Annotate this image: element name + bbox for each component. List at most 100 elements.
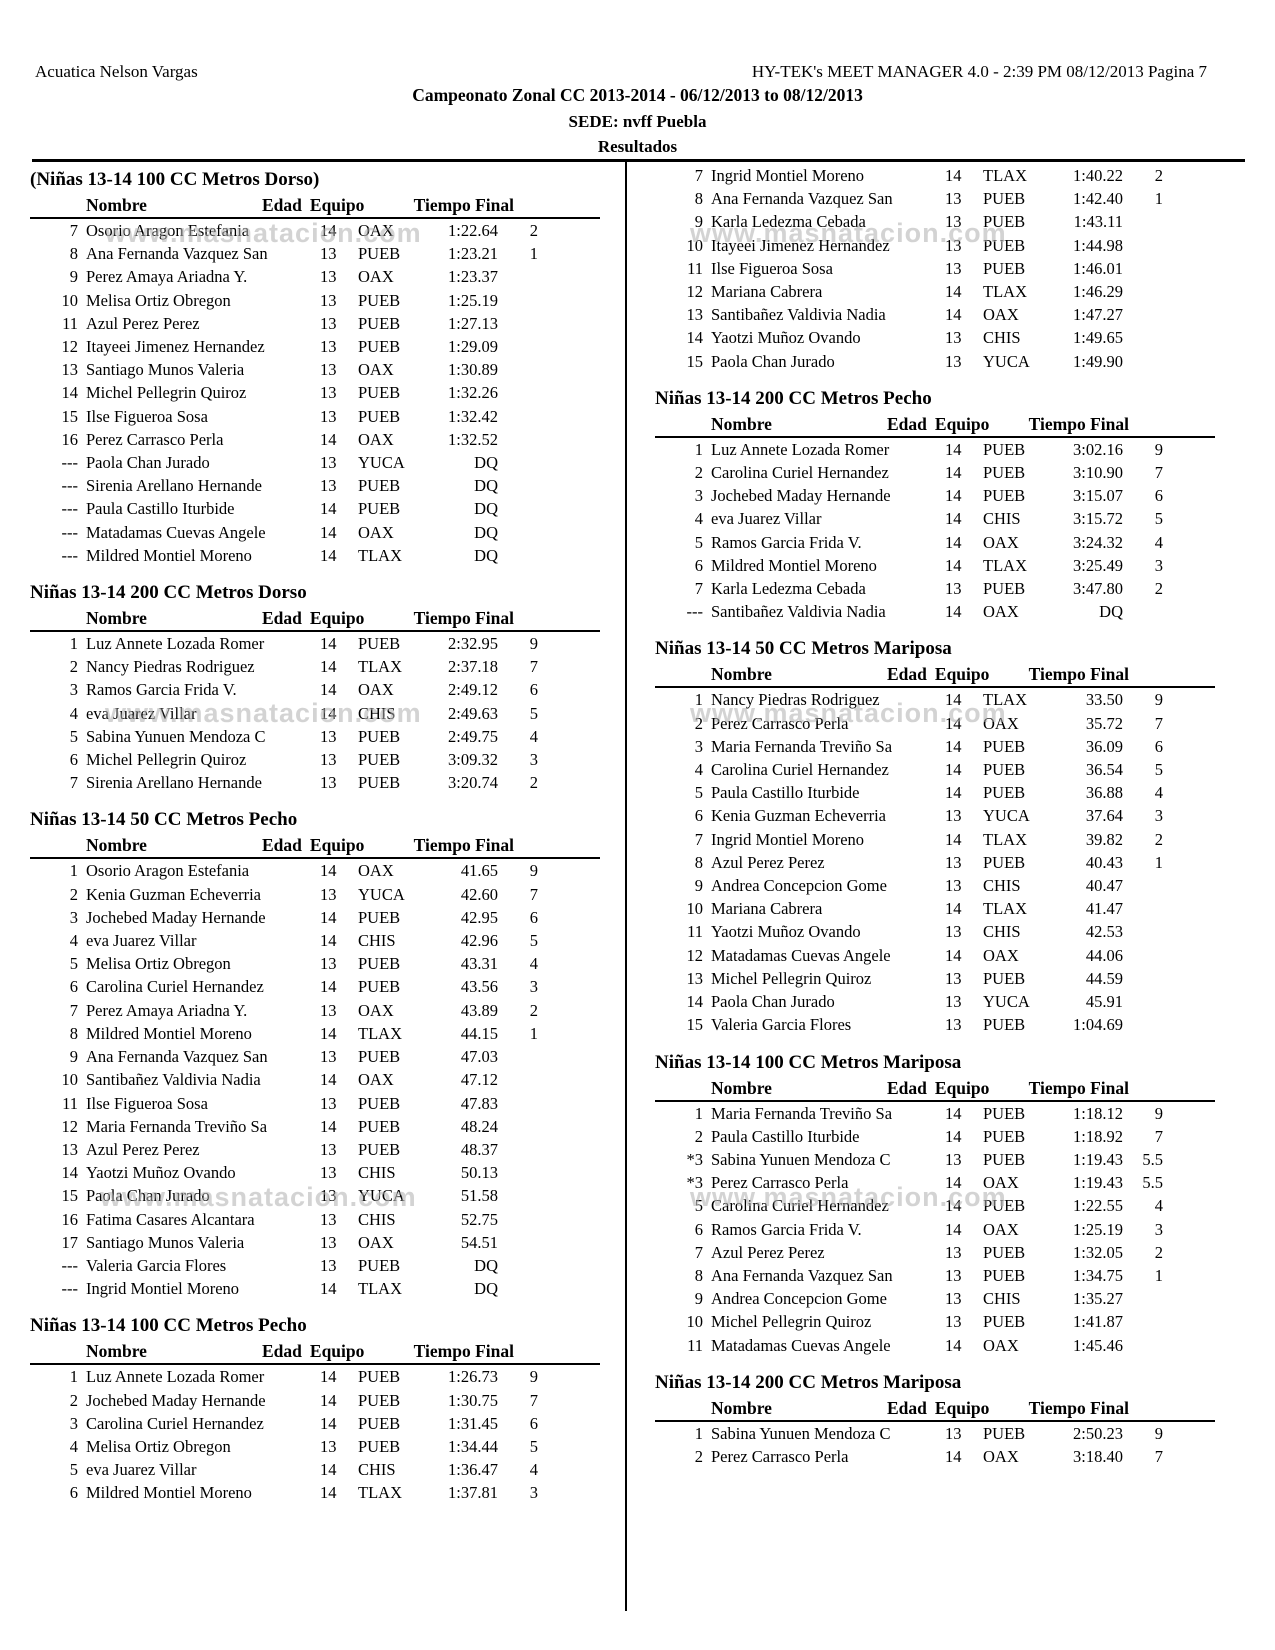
rank-cell: 12 — [686, 282, 704, 302]
time-cell: 1:22.64 — [448, 221, 498, 240]
points-cell — [498, 312, 538, 335]
name-cell: Carolina Curiel Hernandez — [86, 1413, 264, 1433]
team-cell: PUEB — [358, 773, 401, 793]
name-cell: Perez Amaya Ariadna Y. — [86, 267, 248, 287]
points-cell: 5 — [529, 931, 538, 951]
name-cell: Kenia Guzman Echeverria — [86, 884, 261, 904]
time-cell: 42.60 — [460, 884, 498, 904]
rank-cell: 16 — [61, 429, 79, 449]
name-cell: Itayeei Jimenez Hernandez — [86, 337, 265, 357]
age-cell: 13 — [945, 258, 962, 278]
rank-cell: 8 — [69, 244, 78, 264]
meet-title: Campeonato Zonal CC 2013-2014 - 06/12/20… — [412, 85, 863, 105]
time-cell: 1:23.21 — [448, 244, 498, 264]
age-cell: 14 — [320, 931, 337, 951]
time-cell: 37.64 — [1085, 806, 1123, 826]
points-cell — [498, 544, 538, 567]
team-cell: TLAX — [983, 166, 1027, 185]
age-cell: 14 — [320, 1413, 337, 1433]
rank-cell: 10 — [686, 899, 704, 919]
rank-cell: 3 — [694, 486, 703, 506]
points-cell — [498, 451, 538, 474]
rank-cell: 1 — [69, 1367, 78, 1387]
time-cell: 44.06 — [1085, 945, 1123, 965]
name-cell: Paola Chan Jurado — [711, 351, 835, 371]
points-cell — [1123, 280, 1163, 303]
points-cell: 4 — [529, 1460, 538, 1480]
time-cell: 41.65 — [460, 861, 498, 881]
rank-cell: --- — [61, 1279, 78, 1299]
points-cell — [498, 265, 538, 288]
name-cell: Jochebed Maday Hernande — [86, 907, 266, 927]
points-cell: 4 — [1154, 532, 1163, 552]
column-header-equipo: Equipo — [309, 195, 365, 215]
age-cell: 13 — [945, 968, 962, 988]
column-header-tiempo: Tiempo Final — [1028, 413, 1129, 434]
event-title: Niñas 13-14 200 CC Metros Dorso — [30, 582, 307, 604]
age-cell: 14 — [320, 429, 337, 449]
column-header-tiempo: Tiempo Final — [1028, 1077, 1129, 1098]
results-columns: (Niñas 13-14 100 CC Metros Dorso) Nombre E… — [0, 162, 1275, 1611]
points-cell: 6 — [1154, 736, 1163, 756]
team-cell: PUEB — [983, 1265, 1026, 1285]
time-cell: DQ — [474, 545, 498, 565]
team-cell: PUEB — [358, 406, 401, 426]
column-header-edad: Edad — [887, 1077, 927, 1098]
name-cell: Yaotzi Muñoz Ovando — [711, 922, 861, 942]
points-cell: 1 — [1154, 852, 1163, 872]
points-cell — [1123, 1310, 1163, 1333]
result-row: 2 Carolina Curiel Hernandez 14 PUEB 3:10.90 7 — [655, 461, 1215, 484]
rank-cell: 9 — [69, 1047, 78, 1067]
team-cell: PUEB — [983, 1312, 1026, 1332]
header-left-text: Acuatica Nelson Vargas — [35, 62, 198, 81]
result-row: 16 Fatima Casares Alcantara 13 CHIS 52.75 — [30, 1208, 600, 1231]
rank-cell: 9 — [694, 876, 703, 896]
time-cell: 1:25.19 — [1073, 1219, 1123, 1239]
rank-cell: 15 — [686, 1015, 704, 1035]
points-cell — [1123, 990, 1163, 1013]
rank-cell: --- — [61, 476, 78, 496]
age-cell: 14 — [945, 602, 962, 622]
points-cell — [498, 497, 538, 520]
team-cell: PUEB — [358, 244, 401, 264]
team-cell: OAX — [358, 1000, 394, 1020]
points-cell — [1123, 600, 1163, 623]
team-cell: OAX — [983, 713, 1019, 733]
result-row: 14 Michel Pellegrin Quiroz 13 PUEB 1:32.26 — [30, 381, 600, 404]
time-cell: DQ — [474, 522, 498, 542]
rank-cell: 8 — [69, 1023, 78, 1043]
age-cell: 14 — [945, 463, 962, 483]
result-row: 2 Perez Carrasco Perla 14 OAX 35.72 7 — [655, 712, 1215, 735]
time-cell: 1:44.98 — [1073, 235, 1123, 255]
age-cell: 14 — [320, 861, 337, 881]
time-cell: 52.75 — [460, 1209, 498, 1229]
rank-cell: 14 — [686, 992, 704, 1012]
team-cell: PUEB — [358, 1255, 401, 1275]
result-row: 1 Luz Annete Lozada Romer 14 PUEB 2:32.95 9 — [30, 632, 600, 655]
time-cell: 2:49.63 — [448, 703, 498, 723]
name-cell: eva Juarez Villar — [86, 931, 197, 951]
points-cell — [498, 474, 538, 497]
time-cell: 3:09.32 — [448, 750, 498, 770]
time-cell: 3:15.07 — [1073, 486, 1123, 506]
result-row: 11 Azul Perez Perez 13 PUEB 1:27.13 — [30, 312, 600, 335]
table-header-row: Nombre Edad Equipo Tiempo Final — [30, 833, 600, 860]
rank-cell: 10 — [686, 235, 704, 255]
column-header-nombre: Nombre — [86, 608, 147, 629]
points-cell: 5 — [529, 703, 538, 723]
age-cell: 13 — [320, 1255, 337, 1275]
rank-cell: 11 — [687, 922, 703, 942]
rank-cell: 5 — [694, 1196, 703, 1216]
rank-cell: 7 — [694, 829, 703, 849]
points-cell — [1123, 874, 1163, 897]
team-cell: OAX — [358, 680, 394, 700]
points-cell: 6 — [1154, 486, 1163, 506]
column-header-tiempo: Tiempo Final — [413, 835, 514, 856]
time-cell: 2:32.95 — [448, 634, 498, 654]
team-cell: OAX — [358, 429, 394, 449]
points-cell — [1123, 234, 1163, 257]
age-cell: 13 — [320, 267, 337, 287]
team-cell: PUEB — [983, 1149, 1026, 1169]
time-cell: 1:04.69 — [1073, 1015, 1123, 1035]
name-cell: Kenia Guzman Echeverria — [711, 806, 886, 826]
